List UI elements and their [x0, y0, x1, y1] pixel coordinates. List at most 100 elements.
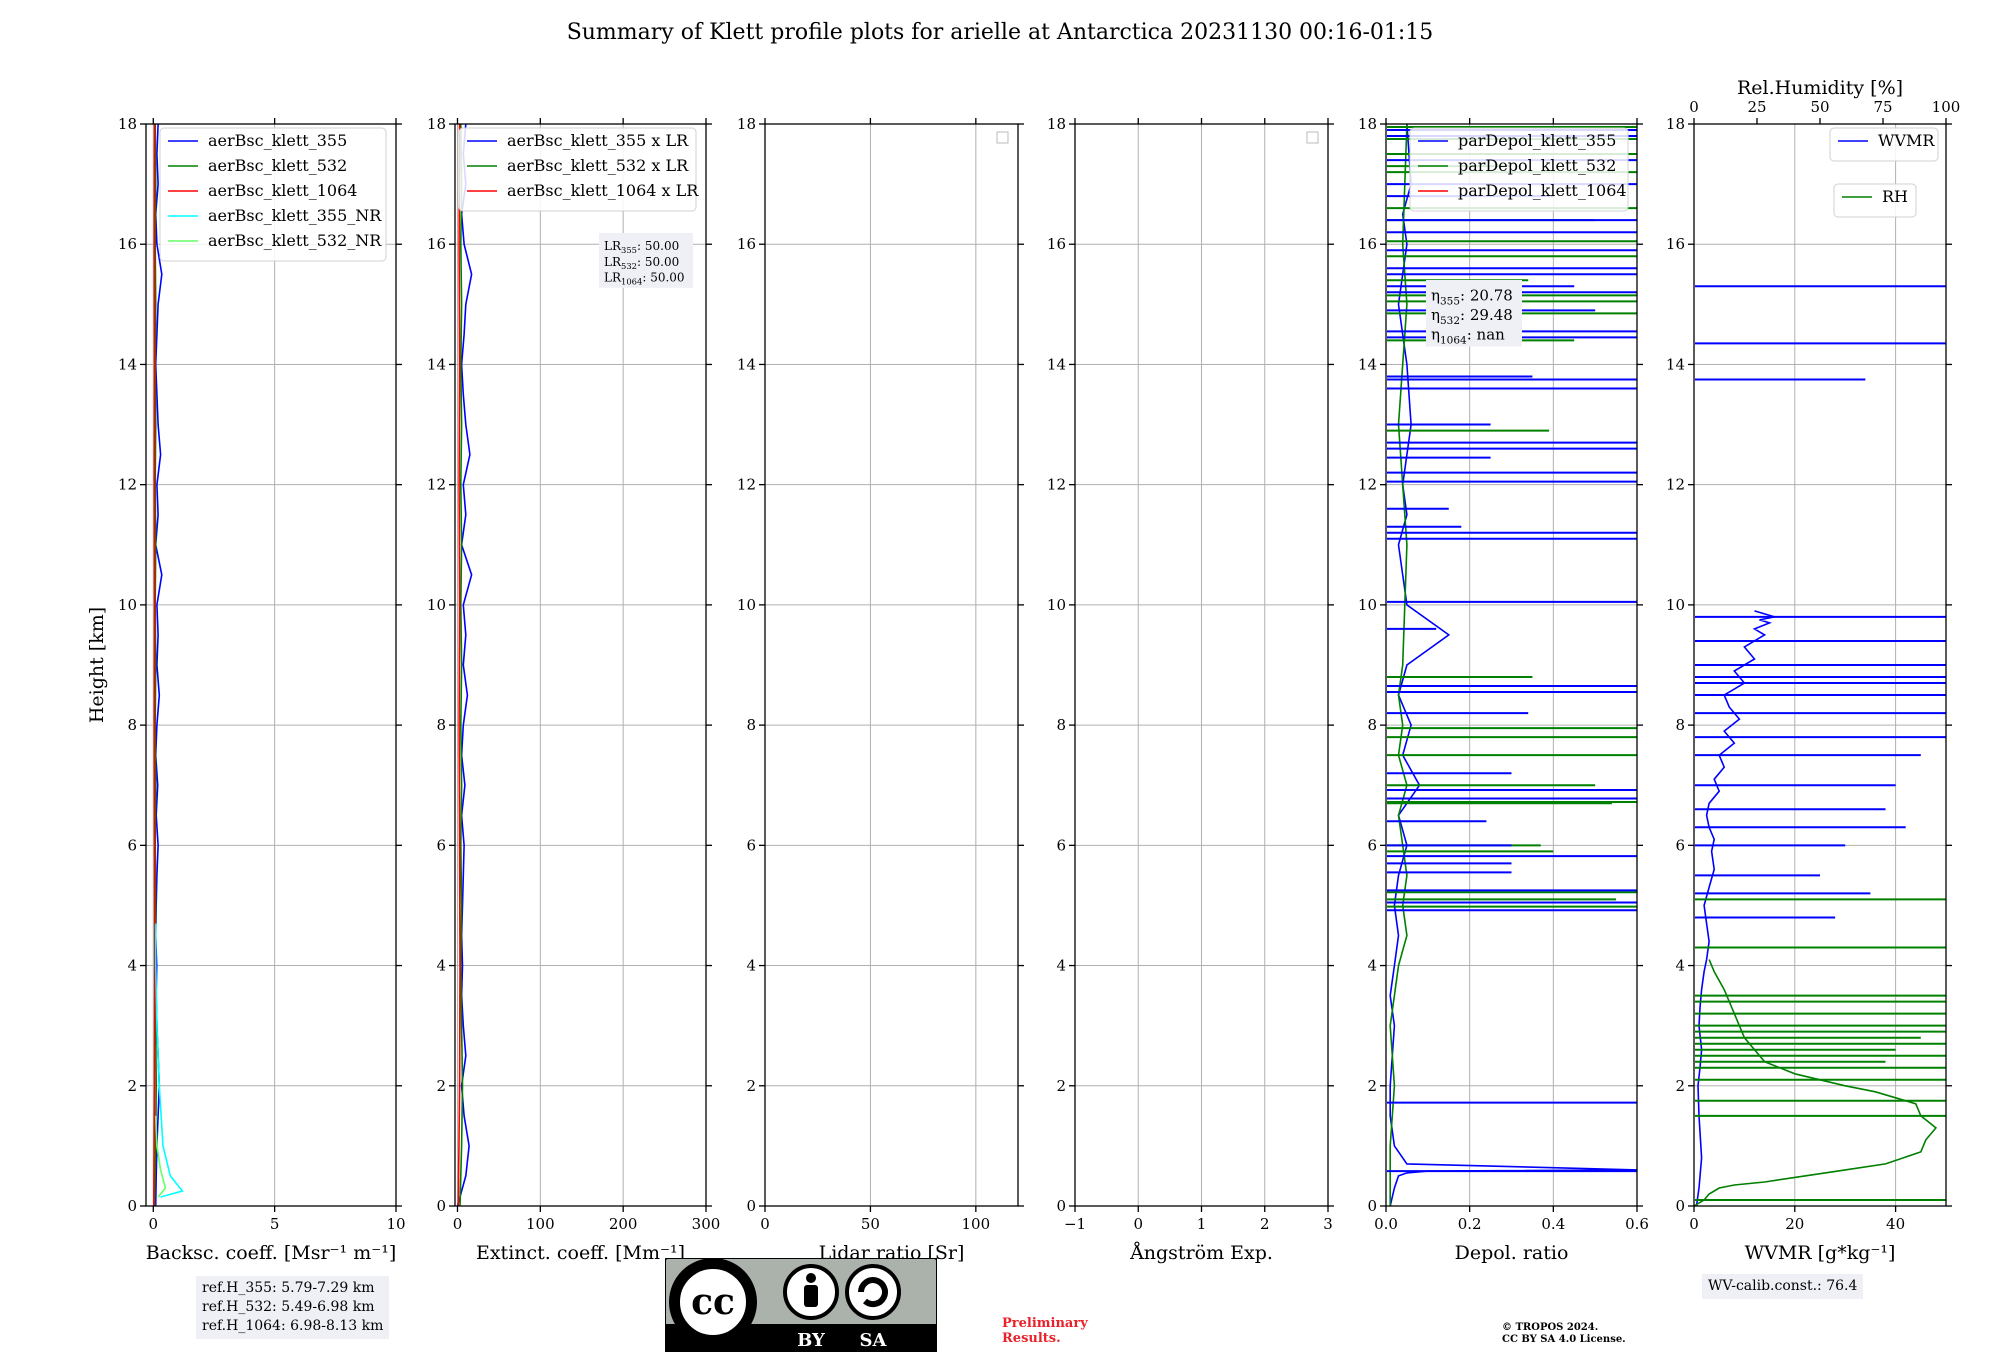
- annotation-subscript: 1064: [1440, 334, 1467, 346]
- x-tick-label: 0.2: [1458, 1215, 1482, 1233]
- x-tick-label: 2: [1260, 1215, 1270, 1233]
- ref-height-annotation: ref.H_355: 5.79-7.29 km ref.H_532: 5.49-…: [196, 1276, 390, 1339]
- y-tick-label: 4: [746, 957, 756, 975]
- y-tick-label: 8: [746, 716, 756, 734]
- annotation-row: LR355: 50.00: [604, 239, 679, 255]
- x-axis-label: Backsc. coeff. [Msr⁻¹ m⁻¹]: [146, 1242, 397, 1264]
- y-tick-label: 16: [1047, 235, 1066, 253]
- series-WVMR: [1695, 610, 1775, 1206]
- y-tick-label: 0: [436, 1197, 446, 1215]
- annotation-subscript: 355: [1440, 295, 1460, 307]
- y-tick-label: 4: [1675, 957, 1685, 975]
- y-tick-label: 14: [1358, 355, 1377, 373]
- rh-tick-label: 50: [1810, 98, 1829, 116]
- y-tick-label: 12: [1358, 476, 1377, 494]
- panel-backscatter: 0 2 4 6 8 10 12 14 16 18 0 5 10 Backsc. coeff. [Msr⁻¹…: [86, 115, 406, 1264]
- y-tick-label: 8: [1056, 716, 1066, 734]
- x-tick-label: 0: [149, 1215, 159, 1233]
- x-tick-label: 100: [526, 1215, 555, 1233]
- y-tick-label: 4: [436, 957, 446, 975]
- annotation-symbol: η: [1431, 306, 1440, 324]
- y-tick-label: 8: [1675, 716, 1685, 734]
- x-axis-label: Depol. ratio: [1455, 1242, 1569, 1264]
- rh-tick-label: 25: [1747, 98, 1766, 116]
- legend-label: aerBsc_klett_1064 x LR: [507, 181, 699, 200]
- annotation-row: LR532: 50.00: [604, 255, 679, 271]
- cc-logo-text: cc: [691, 1281, 735, 1323]
- by-icon-body: [804, 1285, 818, 1307]
- sa-label: SA: [860, 1330, 888, 1351]
- y-tick-label: 14: [1666, 355, 1685, 373]
- legend-label: aerBsc_klett_355 x LR: [507, 131, 689, 150]
- annotation-row: η1064: nan: [1431, 326, 1505, 347]
- y-tick-label: 6: [1056, 836, 1066, 854]
- legend-label: aerBsc_klett_355_NR: [208, 206, 382, 225]
- by-label: BY: [797, 1330, 826, 1351]
- y-tick-label: 2: [1056, 1077, 1066, 1095]
- y-tick-label: 18: [1047, 115, 1066, 133]
- rh-axis-label: Rel.Humidity [%]: [1737, 77, 1903, 99]
- y-tick-label: 4: [127, 957, 137, 975]
- x-tick-label: 5: [270, 1215, 280, 1233]
- legend-label: aerBsc_klett_532_NR: [208, 231, 382, 250]
- y-tick-label: 0: [746, 1197, 756, 1215]
- sa-icon-circle: [845, 1264, 901, 1320]
- x-tick-label: 50: [861, 1215, 880, 1233]
- annotation-row: η355: 20.78: [1431, 287, 1513, 308]
- legend-label: aerBsc_klett_355: [208, 131, 347, 150]
- x-tick-label: 3: [1323, 1215, 1333, 1233]
- y-tick-label: 2: [1675, 1077, 1685, 1095]
- y-tick-label: 0: [1056, 1197, 1066, 1215]
- plot-frame: [454, 123, 707, 1207]
- x-tick-label: 10: [386, 1215, 405, 1233]
- y-tick-label: 18: [1358, 115, 1377, 133]
- x-tick-label: 0.4: [1541, 1215, 1565, 1233]
- y-tick-label: 14: [118, 355, 137, 373]
- annotation-symbol: LR: [604, 239, 622, 253]
- legend-backscatter: aerBsc_klett_355 aerBsc_klett_532 aerBsc_k…: [159, 127, 387, 262]
- y-tick-label: 0: [1675, 1197, 1685, 1215]
- x-tick-label: 20: [1785, 1215, 1804, 1233]
- y-tick-label: 2: [436, 1077, 446, 1095]
- legend-label: aerBsc_klett_532 x LR: [507, 156, 689, 175]
- x-tick-label: 0.6: [1625, 1215, 1649, 1233]
- y-tick-label: 8: [1367, 716, 1377, 734]
- sa-icon-arrow: [858, 1277, 888, 1308]
- plot-frame: [1385, 123, 1638, 1207]
- y-axis-label: Height [km]: [86, 607, 108, 723]
- y-tick-label: 18: [427, 115, 446, 133]
- y-tick-label: 4: [1367, 957, 1377, 975]
- empty-legend: [1306, 131, 1319, 144]
- y-tick-label: 14: [1047, 355, 1066, 373]
- annotation-symbol: LR: [604, 255, 622, 269]
- legend-label: aerBsc_klett_1064: [208, 181, 357, 200]
- y-tick-label: 16: [1666, 235, 1685, 253]
- x-tick-label: 40: [1886, 1215, 1905, 1233]
- series-aerBsc_klett_532: [153, 124, 158, 1206]
- annotation-value: : 50.00: [642, 270, 684, 284]
- y-tick-label: 14: [737, 355, 756, 373]
- wv-calib-annotation: WV-calib.const.: 76.4: [1702, 1274, 1864, 1299]
- cc-logo-circle: [676, 1265, 750, 1339]
- legend-label: RH: [1882, 187, 1908, 206]
- cc-license-badge: cc BY SA: [664, 1257, 938, 1353]
- annotation-box: [1426, 280, 1522, 347]
- y-tick-label: 8: [436, 716, 446, 734]
- y-tick-label: 16: [737, 235, 756, 253]
- series-RH: [1694, 959, 1938, 1206]
- rh-tick-label: 100: [1932, 98, 1961, 116]
- y-tick-label: 10: [118, 596, 137, 614]
- legend-label: parDepol_klett_1064: [1458, 181, 1627, 200]
- legend-label: parDepol_klett_532: [1458, 156, 1616, 175]
- legend-wvmr: WVMR: [1829, 127, 1939, 162]
- x-axis-label: Extinct. coeff. [Mm⁻¹]: [476, 1242, 685, 1264]
- y-tick-label: 4: [1056, 957, 1066, 975]
- series-aerBsc_klett_1064: [153, 124, 156, 1206]
- legend-frame: [458, 127, 697, 212]
- legend-rh: RH: [1833, 183, 1917, 218]
- panel-extinction: 0 2 4 6 8 10 12 14 16 18 0 100 200 300 Extinct. coeff.…: [427, 115, 720, 1264]
- y-tick-label: 14: [427, 355, 446, 373]
- x-tick-label: 0: [760, 1215, 770, 1233]
